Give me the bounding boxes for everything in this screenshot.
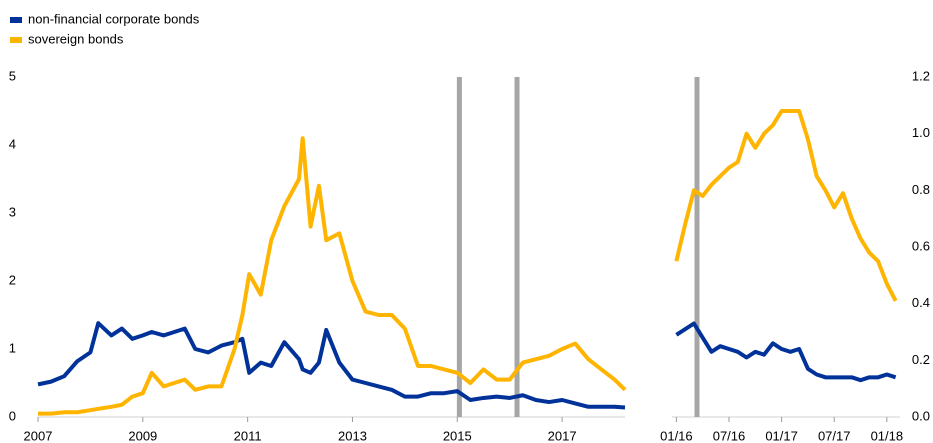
y-tick-label: 5 — [9, 68, 16, 83]
y-tick-label: 0.8 — [912, 182, 930, 197]
x-tick-label: 07/17 — [818, 428, 851, 443]
y-tick-label: 0.4 — [912, 295, 930, 310]
series-line — [37, 321, 626, 410]
y-tick-label: 1 — [9, 340, 16, 355]
legend-swatch — [10, 37, 22, 43]
y-tick-label: 0 — [9, 408, 16, 423]
y-tick-label: 4 — [9, 136, 16, 151]
y-tick-label: 3 — [9, 204, 16, 219]
y-tick-label: 0.0 — [912, 408, 930, 423]
x-tick-label: 01/18 — [871, 428, 904, 443]
x-tick-label: 2017 — [548, 428, 577, 443]
x-tick-label: 2007 — [24, 428, 53, 443]
x-tick-label: 2009 — [128, 428, 157, 443]
x-tick-label: 2015 — [443, 428, 472, 443]
y-tick-label: 0.2 — [912, 352, 930, 367]
legend-label: non-financial corporate bonds — [28, 11, 200, 26]
x-tick-label: 01/16 — [660, 428, 693, 443]
y-tick-label: 1.2 — [912, 68, 930, 83]
y-tick-label: 2 — [9, 272, 16, 287]
x-tick-label: 2011 — [234, 428, 262, 443]
series-line — [38, 136, 627, 416]
x-tick-label: 01/17 — [765, 428, 798, 443]
x-tick-label: 07/16 — [713, 428, 746, 443]
y-tick-label: 0.6 — [912, 238, 930, 253]
legend-label: sovereign bonds — [28, 31, 124, 46]
series-line — [674, 109, 898, 302]
legend-swatch — [10, 17, 22, 23]
x-tick-label: 2013 — [338, 428, 367, 443]
series-line — [675, 321, 897, 383]
y-tick-label: 1.0 — [912, 125, 930, 140]
